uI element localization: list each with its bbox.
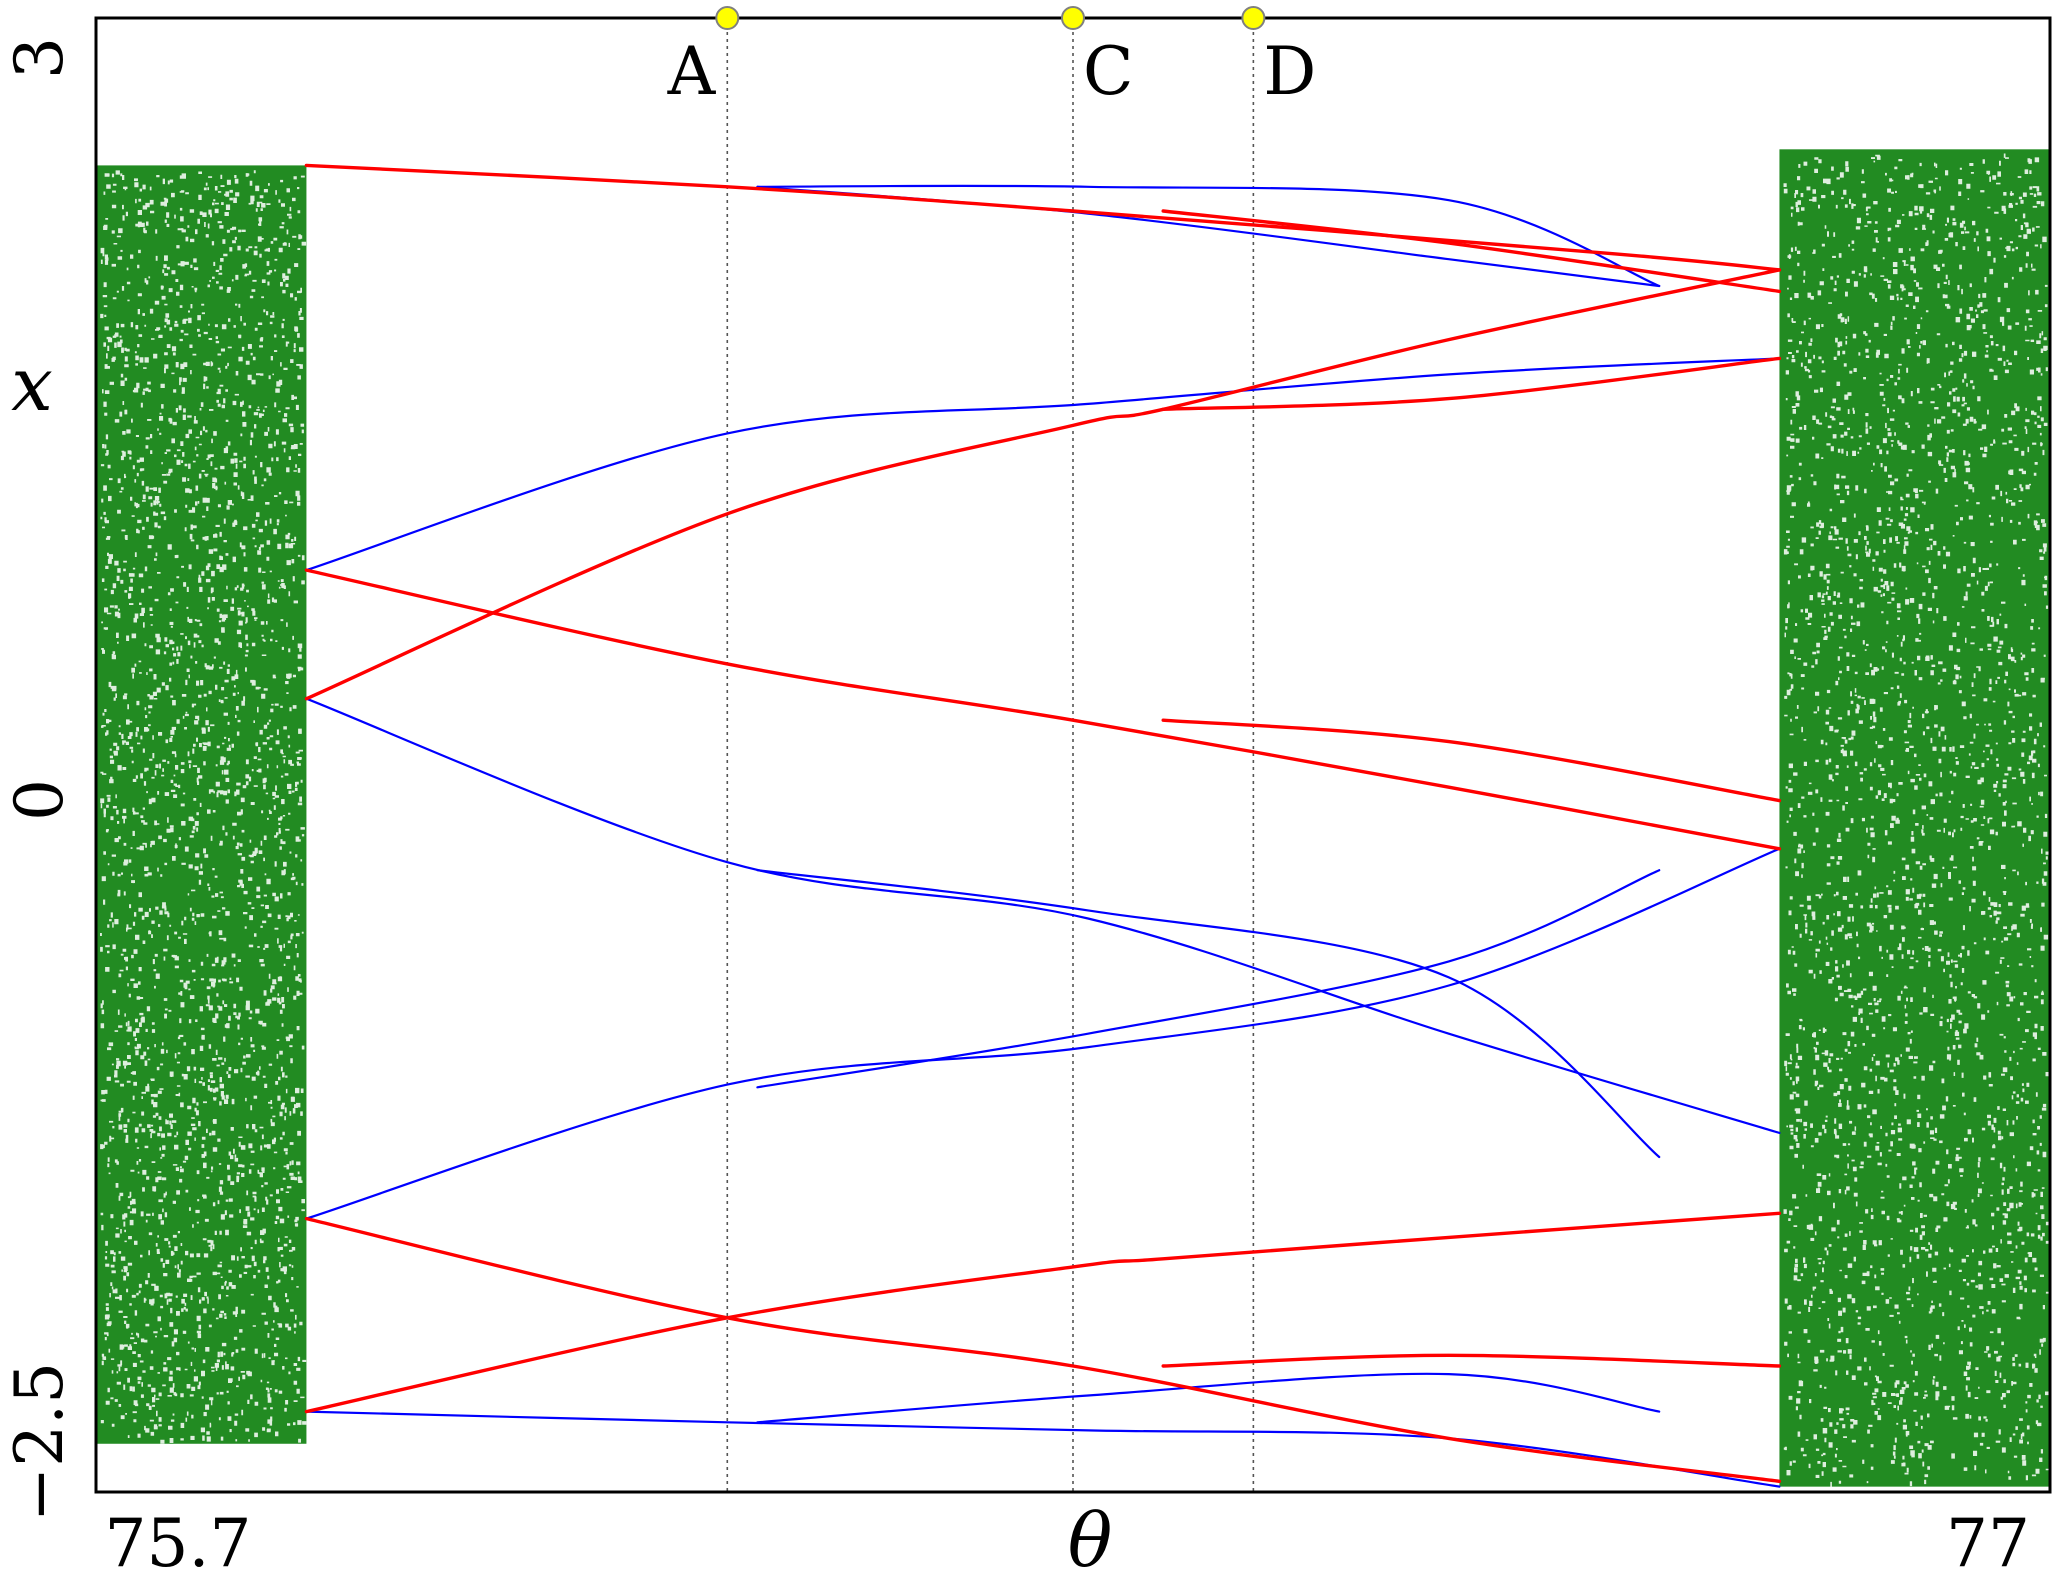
red-branch-5 [304,268,1782,701]
marker-label-c: C [1083,33,1134,110]
blue-branch-8 [756,869,1661,1089]
blue-branch-1 [305,357,1781,572]
blue-branch-4 [305,1410,1781,1488]
marker-label-a: A [667,33,717,110]
blue-branch-2 [305,697,1781,1134]
blue-branch-9 [756,1372,1661,1424]
chaotic-bands [96,149,2050,1487]
marker-guides [726,18,1255,1492]
y-tick-label-top: 3 [1,37,78,79]
red-branches [304,163,1782,1483]
red-branch-4 [304,1211,1782,1414]
y-axis-title: x [11,342,53,428]
red-branch-2 [304,568,1782,851]
blue-branch-3 [305,847,1781,1220]
red-branch-9 [1161,209,1782,294]
y-tick-label-bottom: −2.5 [1,1362,78,1522]
chaotic-band-texture-1 [100,170,307,1444]
red-branch-3 [304,1216,1782,1483]
x-axis-title: θ [1068,1498,1113,1575]
blue-branch-5 [756,184,1661,288]
red-branch-1 [304,163,1782,272]
marker-point-a [715,6,740,30]
y-tick-label-middle: 0 [1,779,78,821]
blue-branch-6 [756,185,1661,288]
chaotic-band-2 [1779,149,2050,1487]
marker-point-c [1061,6,1085,30]
blue-branches [305,184,1781,1488]
x-tick-label-right: 77 [1946,1505,2030,1575]
marker-point-d [1241,6,1266,30]
x-tick-label-left: 75.7 [105,1505,252,1575]
red-branch-6 [1161,356,1782,411]
marker-label-d: D [1263,33,1316,110]
red-branch-8 [1161,1353,1782,1368]
blue-branch-7 [756,869,1661,1159]
red-branch-7 [1161,718,1782,803]
chaotic-band-gaps-1 [100,170,307,1444]
